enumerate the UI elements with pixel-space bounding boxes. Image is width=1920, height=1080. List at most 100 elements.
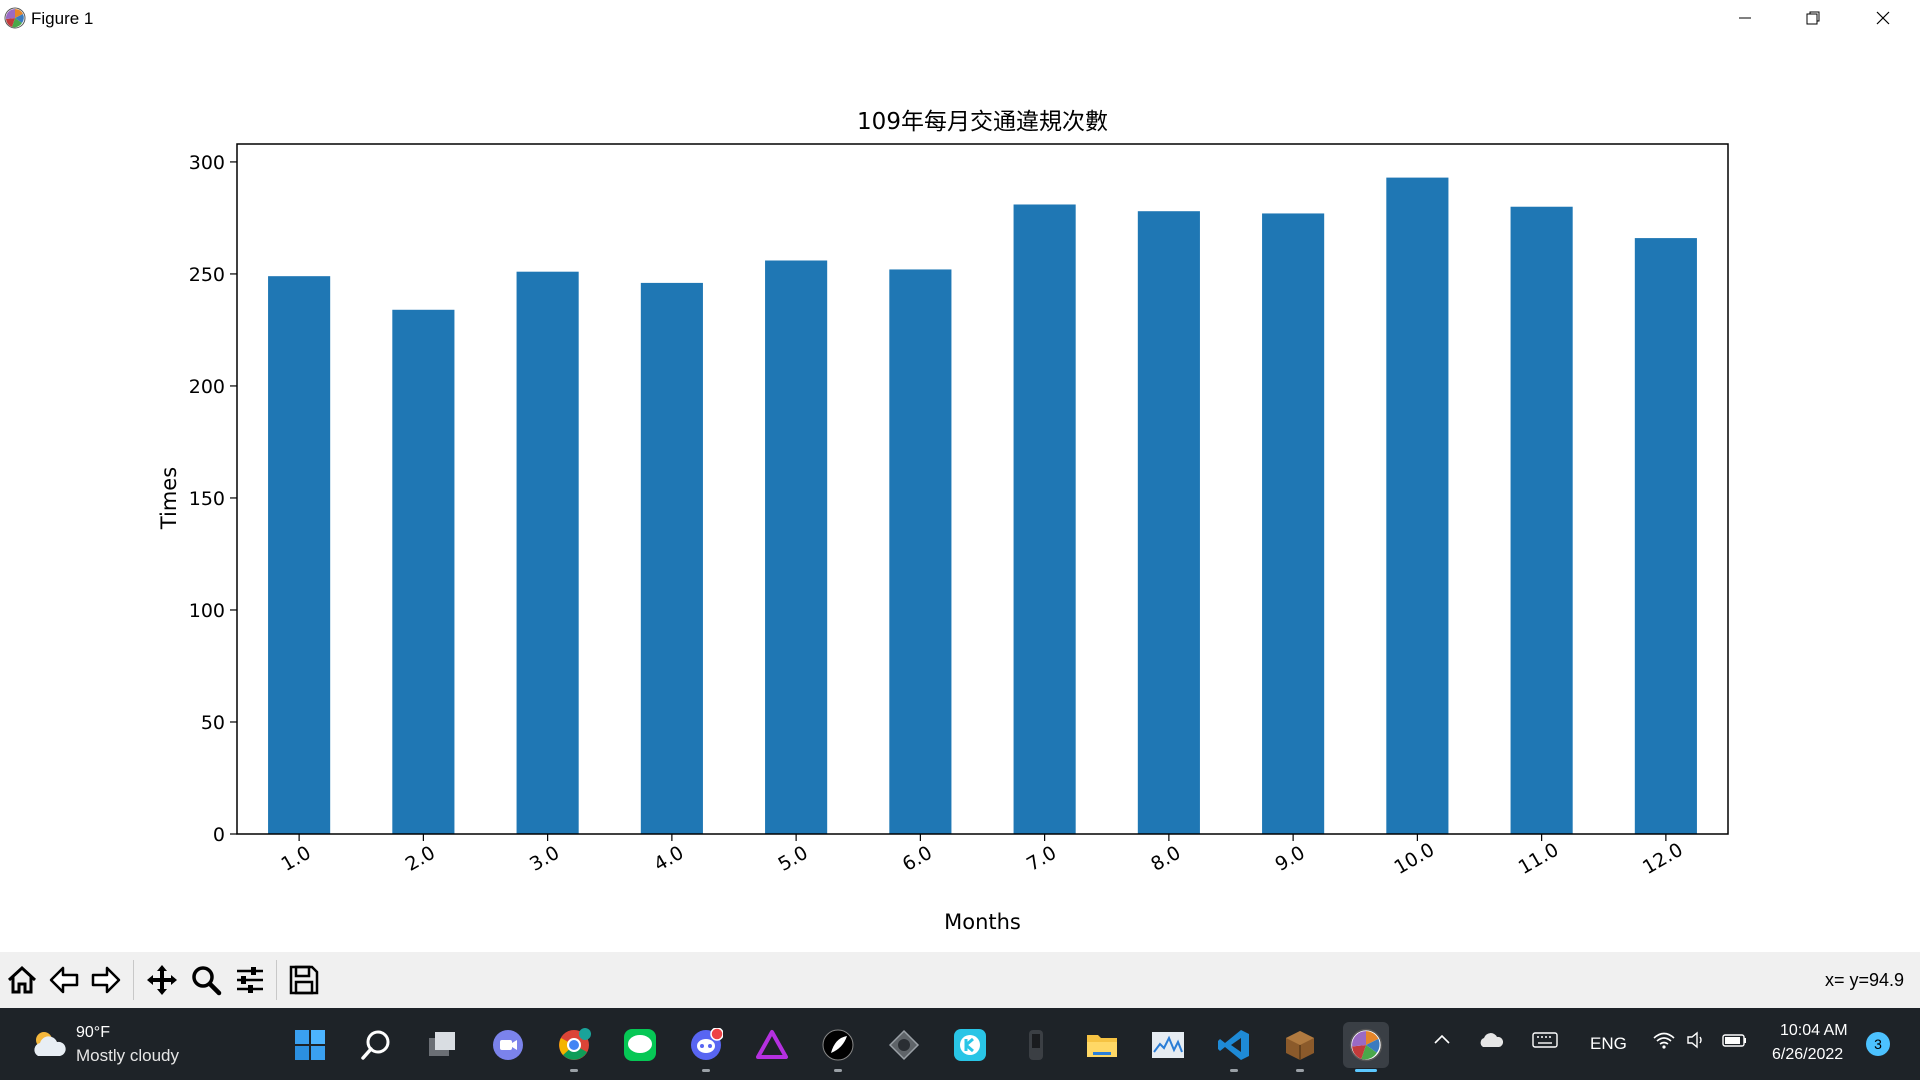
y-tick-label: 150	[189, 488, 225, 510]
battery-button[interactable]	[1722, 1030, 1748, 1055]
figure-canvas[interactable]: 0 50 100 150 200 250 300 1.0 2.0 3.0 4.0 5.0 6.0 7.0…	[0, 36, 1920, 952]
chevron-up-icon	[1434, 1034, 1450, 1044]
notification-badge[interactable]: 3	[1866, 1032, 1890, 1056]
pan-icon	[147, 965, 177, 995]
vscode-button[interactable]	[1211, 1022, 1257, 1072]
maximize-icon	[1806, 11, 1820, 25]
bar-chart: 0 50 100 150 200 250 300 1.0 2.0 3.0 4.0 5.0 6.0 7.0…	[157, 109, 1729, 934]
partly-cloudy-icon	[34, 1032, 66, 1056]
vscode-icon	[1218, 1030, 1249, 1060]
toolbar-separator	[133, 960, 134, 1000]
bar-month-10	[1386, 177, 1449, 835]
affinity-button[interactable]	[749, 1022, 795, 1068]
windows-start-icon	[295, 1030, 325, 1060]
configure-subplots-button[interactable]	[230, 959, 270, 1001]
chrome-button[interactable]	[551, 1022, 597, 1072]
x-tick-label: 3.0	[526, 842, 563, 876]
line-icon	[624, 1029, 656, 1061]
clock-date[interactable]: 6/26/2022	[1772, 1046, 1844, 1063]
task-view-button[interactable]	[419, 1022, 465, 1068]
minecraft-button[interactable]	[1277, 1022, 1323, 1072]
zoom-icon	[192, 966, 222, 996]
y-tick-label: 200	[189, 376, 225, 398]
x-tick-label: 12.0	[1639, 839, 1687, 879]
wifi-icon	[1653, 1032, 1675, 1049]
x-tick-label: 5.0	[775, 842, 812, 876]
x-tick-label: 10.0	[1391, 839, 1439, 879]
navigation-toolbar: x= y=94.9	[0, 952, 1920, 1008]
bar-month-5	[765, 260, 828, 834]
x-axis-label: Months	[944, 910, 1021, 934]
y-tick-label: 250	[189, 264, 225, 286]
y-axis-label: Times	[157, 467, 181, 530]
taskbar: 90°F Mostly cloudy	[0, 1008, 1920, 1080]
onedrive-button[interactable]	[1478, 1030, 1504, 1055]
x-tick-label: 11.0	[1515, 839, 1563, 879]
matplotlib-taskbar-button[interactable]	[1343, 1022, 1389, 1072]
cursor-coordinates: x= y=94.9	[1824, 970, 1904, 990]
x-tick-label: 9.0	[1272, 842, 1309, 876]
close-button[interactable]	[1848, 0, 1918, 36]
windows-start-button[interactable]	[287, 1022, 333, 1068]
pan-button[interactable]	[142, 959, 182, 1001]
running-indicator	[1296, 1069, 1304, 1072]
weather-temperature: 90°F	[76, 1024, 110, 1041]
bar-month-8	[1137, 211, 1200, 835]
back-button[interactable]	[44, 959, 84, 1001]
discord-icon	[691, 1028, 723, 1060]
minecraft-icon	[1286, 1031, 1314, 1060]
search-button[interactable]	[353, 1022, 399, 1068]
volume-button[interactable]	[1686, 1030, 1708, 1055]
x-tick-label: 6.0	[899, 842, 936, 876]
forward-button[interactable]	[86, 959, 126, 1001]
discord-button[interactable]	[683, 1022, 729, 1072]
task-manager-button[interactable]	[1145, 1022, 1191, 1068]
bar-month-2	[392, 309, 455, 834]
file-explorer-icon	[1087, 1035, 1117, 1057]
teams-chat-button[interactable]	[485, 1022, 531, 1068]
x-tick-label: 2.0	[402, 842, 439, 876]
save-button[interactable]	[284, 959, 324, 1001]
minimize-icon	[1739, 17, 1751, 19]
bar-month-12	[1634, 238, 1697, 834]
kodular-button[interactable]	[947, 1022, 993, 1068]
file-explorer-button[interactable]	[1079, 1022, 1125, 1068]
maximize-button[interactable]	[1778, 0, 1848, 36]
minimize-button[interactable]	[1710, 0, 1780, 36]
search-icon	[361, 1030, 390, 1060]
x-tick-label: 7.0	[1023, 842, 1060, 876]
task-view-icon	[429, 1032, 455, 1056]
touch-keyboard-button[interactable]	[1532, 1030, 1558, 1055]
terminal-button[interactable]	[1013, 1022, 1059, 1068]
bar-month-1	[268, 276, 331, 835]
x-tick-label: 4.0	[650, 842, 687, 876]
close-icon	[1876, 11, 1890, 25]
running-indicator	[570, 1069, 578, 1072]
speaker-icon	[1687, 1031, 1702, 1049]
window-titlebar: Figure 1	[0, 0, 1920, 36]
running-indicator	[834, 1069, 842, 1072]
forward-icon	[91, 966, 121, 994]
battery-icon	[1722, 1034, 1746, 1047]
bar-month-11	[1510, 206, 1573, 834]
task-manager-icon	[1152, 1032, 1184, 1058]
network-button[interactable]	[1652, 1030, 1676, 1055]
show-hidden-icons-button[interactable]	[1432, 1030, 1452, 1055]
bar-month-6	[889, 269, 952, 834]
y-tick-label: 50	[201, 712, 225, 734]
matplotlib-icon	[1349, 1028, 1383, 1062]
bar-month-9	[1262, 213, 1325, 834]
save-icon	[289, 965, 319, 995]
inkscape-button[interactable]	[881, 1022, 927, 1068]
input-language[interactable]: ENG	[1590, 1034, 1627, 1053]
y-tick-label: 300	[189, 152, 225, 174]
bar-month-7	[1013, 204, 1076, 835]
inkscape-icon	[888, 1029, 920, 1061]
home-button[interactable]	[2, 959, 42, 1001]
weather-widget[interactable]: 90°F Mostly cloudy	[26, 1020, 226, 1070]
keyboard-icon	[1532, 1032, 1558, 1048]
line-button[interactable]	[617, 1022, 663, 1068]
clock-time[interactable]: 10:04 AM	[1780, 1022, 1848, 1039]
quill-button[interactable]	[815, 1022, 861, 1072]
zoom-button[interactable]	[186, 959, 226, 1001]
